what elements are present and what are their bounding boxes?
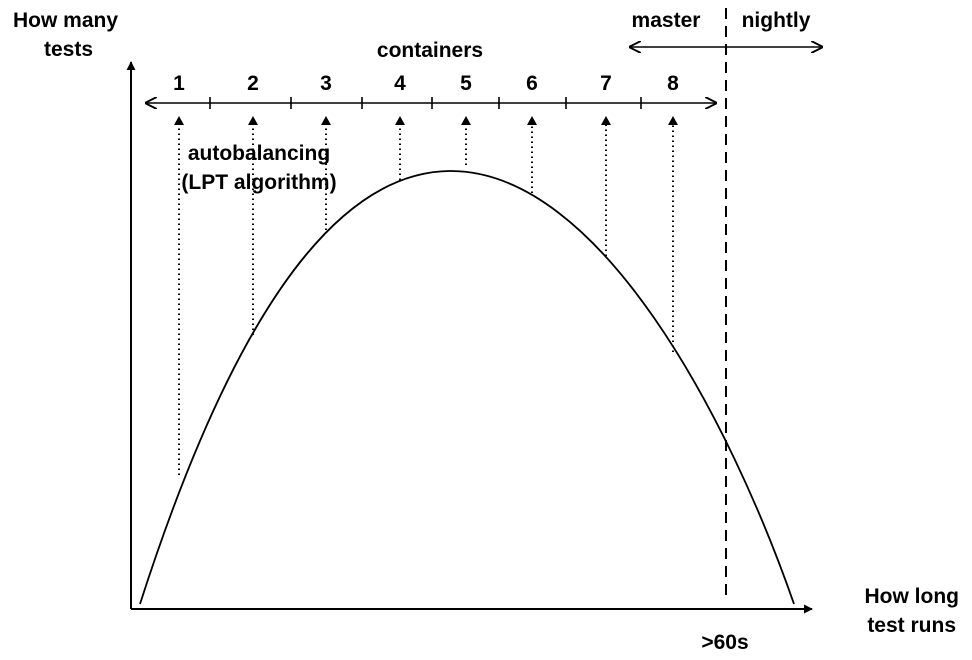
container-number-3: 3	[320, 72, 332, 95]
branch-nightly-label: nightly	[742, 9, 811, 32]
threshold-label: >60s	[701, 631, 748, 654]
containers-label: containers	[377, 39, 483, 62]
container-number-7: 7	[600, 72, 612, 95]
branch-master-label: master	[632, 9, 701, 32]
container-number-8: 8	[667, 72, 679, 95]
x-axis-label-line2: test runs	[867, 614, 956, 637]
x-axis-label-line1: How long	[865, 585, 959, 608]
dotted-arrows	[174, 116, 678, 475]
container-number-4: 4	[394, 72, 406, 95]
y-axis-label-line2: tests	[44, 38, 93, 61]
annotation-line1: autobalancing	[188, 142, 330, 165]
y-axis-label-line1: How many	[13, 9, 118, 32]
container-number-6: 6	[526, 72, 538, 95]
annotation-line2: (LPT algorithm)	[181, 171, 336, 194]
container-number-2: 2	[247, 72, 259, 95]
distribution-curve	[139, 170, 795, 605]
container-number-1: 1	[173, 72, 185, 95]
container-ticks	[209, 97, 642, 109]
container-number-5: 5	[460, 72, 472, 95]
